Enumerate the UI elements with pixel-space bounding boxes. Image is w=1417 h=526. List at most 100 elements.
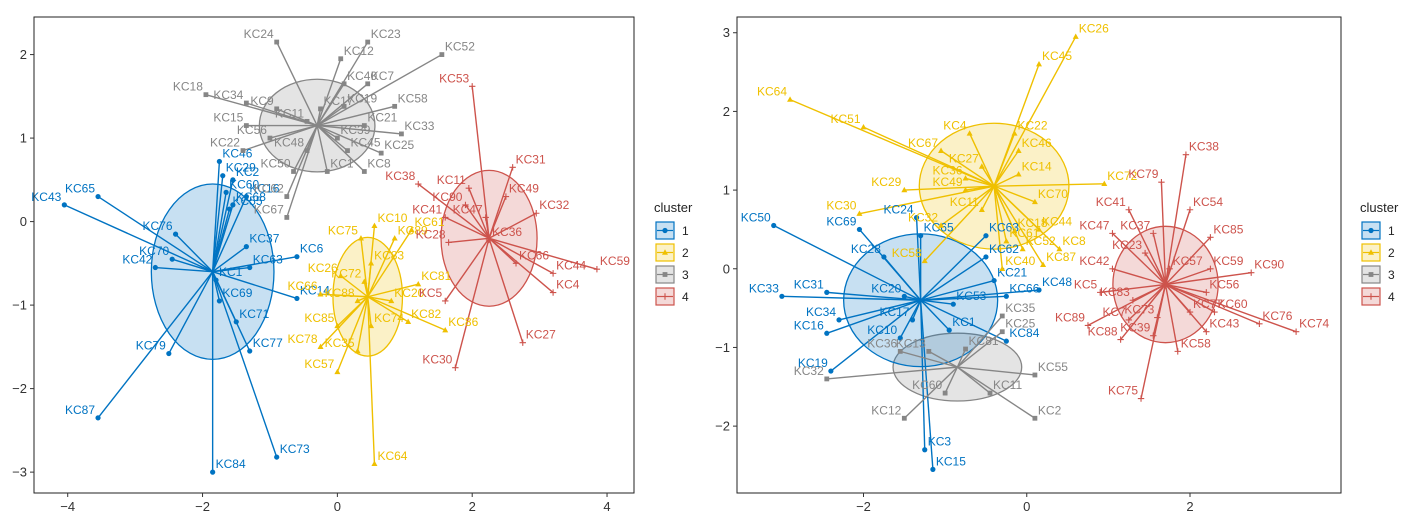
point-label-kc43: KC43 (1209, 317, 1239, 331)
x-tick-label: −4 (60, 499, 75, 514)
point-label-kc67: KC67 (254, 202, 284, 216)
point-kc1 (324, 169, 330, 174)
point-label-kc55: KC55 (233, 194, 263, 208)
point-label-kc54: KC54 (1193, 195, 1223, 209)
point-kc56 (1203, 289, 1210, 296)
point-label-kc74: KC74 (1299, 317, 1329, 331)
x-tick-label: 2 (469, 499, 476, 514)
point-kc77 (1186, 308, 1194, 316)
point-kc90 (1248, 269, 1255, 276)
point-kc64 (787, 96, 794, 102)
point-kc24 (913, 215, 920, 221)
point-label-kc32: KC32 (908, 210, 938, 224)
spoke-kc62 (920, 256, 987, 301)
point-kc62 (983, 254, 989, 260)
spoke-kc67 (940, 150, 995, 187)
point-kc26 (1072, 33, 1079, 39)
point-kc11 (304, 118, 310, 124)
point-kc79 (1158, 179, 1165, 186)
point-kc49 (502, 193, 510, 200)
point-kc49 (962, 186, 969, 193)
point-kc6 (294, 254, 300, 260)
point-kc11 (978, 206, 985, 212)
point-kc14 (1015, 171, 1022, 177)
point-kc12 (338, 56, 344, 62)
spoke-kc25 (316, 124, 382, 154)
point-label-kc90: KC90 (1254, 258, 1284, 272)
point-label-kc73: KC73 (280, 442, 310, 456)
point-kc76 (172, 231, 179, 237)
legend-title: cluster (1360, 200, 1399, 215)
point-label-kc45: KC45 (350, 136, 380, 150)
point-kc32 (824, 376, 830, 382)
point-label-kc36: KC36 (492, 225, 522, 239)
point-label-kc67: KC67 (908, 136, 938, 150)
point-kc39 (1150, 332, 1157, 339)
point-kc83 (1129, 297, 1137, 304)
point-kc66 (1003, 293, 1009, 299)
spoke-kc4 (488, 237, 554, 294)
point-kc53 (950, 301, 956, 307)
point-label-kc59: KC59 (1213, 254, 1243, 268)
y-tick-label: 1 (723, 183, 730, 198)
point-label-kc34: KC34 (213, 88, 243, 102)
point-label-kc6: KC6 (300, 242, 324, 256)
point-kc58 (392, 103, 398, 109)
point-label-kc15: KC15 (213, 111, 243, 125)
point-kc26 (337, 272, 344, 279)
point-kc55 (226, 206, 233, 212)
legend-marker-4 (1367, 293, 1375, 300)
point-label-kc51: KC51 (830, 112, 860, 126)
point-label-kc14: KC14 (1022, 159, 1052, 173)
spoke-kc27 (981, 166, 995, 187)
point-kc53 (469, 83, 476, 90)
point-label-kc11: KC11 (950, 195, 979, 209)
point-label-kc59: KC59 (600, 254, 630, 268)
point-label-kc25: KC25 (384, 138, 414, 152)
x-tick-label: −2 (195, 499, 210, 514)
point-label-kc64: KC64 (377, 449, 407, 463)
point-label-kc36: KC36 (867, 336, 897, 350)
point-label-kc83: KC83 (374, 248, 404, 262)
point-label-kc2: KC2 (1038, 403, 1062, 417)
point-kc21 (361, 123, 367, 128)
point-label-kc2: KC2 (236, 165, 260, 179)
spoke-kc32 (940, 185, 995, 227)
point-kc90 (462, 201, 469, 209)
spoke-kc29 (904, 185, 995, 191)
spoke-kc30 (454, 238, 490, 368)
point-kc18 (203, 92, 209, 98)
point-label-kc57: KC57 (1173, 254, 1203, 268)
point-kc27 (519, 339, 526, 346)
point-label-kc28: KC28 (851, 242, 881, 256)
point-kc87 (1040, 261, 1047, 268)
x-tick-label: −2 (856, 499, 871, 514)
legend-label-3: 3 (682, 268, 689, 282)
point-label-kc39: KC39 (340, 123, 370, 137)
point-label-kc31: KC31 (794, 277, 824, 291)
point-kc37 (1150, 230, 1157, 237)
spoke-kc33 (781, 295, 921, 301)
point-label-kc33: KC33 (404, 119, 434, 133)
point-kc60 (223, 189, 229, 195)
spoke-kc35 (356, 296, 369, 352)
point-label-kc29: KC29 (226, 161, 256, 175)
spoke-kc36 (965, 177, 995, 187)
point-kc23 (365, 39, 371, 45)
spoke-kc64 (789, 98, 995, 187)
point-kc46 (216, 158, 222, 165)
point-label-kc48: KC48 (274, 136, 304, 150)
spoke-kc87 (97, 271, 214, 419)
spoke-kc54 (1164, 209, 1191, 285)
spoke-kc59 (1165, 268, 1211, 286)
legend-label-2: 2 (682, 246, 689, 260)
point-label-kc61: KC61 (415, 215, 445, 229)
point-kc74 (368, 322, 375, 329)
point-label-kc58: KC58 (398, 91, 428, 105)
point-kc40 (999, 265, 1006, 271)
spoke-kc57 (336, 296, 369, 373)
spoke-kc19 (316, 105, 345, 127)
spoke-kc67 (286, 125, 318, 218)
point-label-kc35: KC35 (325, 336, 355, 350)
point-kc5 (1097, 289, 1104, 296)
